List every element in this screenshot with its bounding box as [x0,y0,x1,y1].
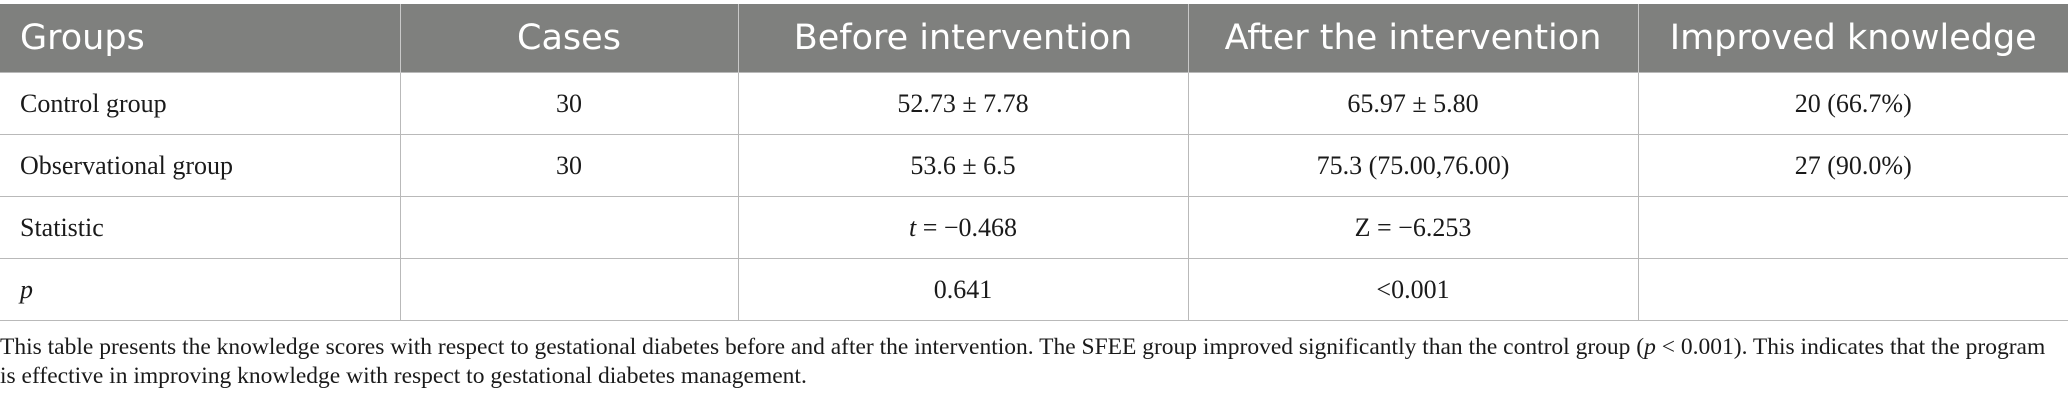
row-p-cases [399,258,739,321]
row-control-group-after: 65.97 ± 5.80 [1187,72,1639,135]
row-statistic-after: Z = −6.253 [1187,196,1639,259]
row-observational-group-improved: 27 (90.0%) [1637,134,2068,197]
t-symbol: t [908,212,917,242]
data-table-container: Groups Cases Before intervention After t… [0,4,2068,321]
knowledge-scores-table: Groups Cases Before intervention After t… [0,4,2068,321]
header-cases: Cases [399,4,738,73]
footnote-p-symbol: p [1644,334,1656,360]
table-header: Groups Cases Before intervention After t… [0,4,2068,73]
table-body: Control group 30 52.73 ± 7.78 65.97 ± 5.… [0,72,2068,321]
row-control-group-improved: 20 (66.7%) [1637,72,2068,135]
row-observational-group-label: Observational group [0,134,401,197]
row-observational-group-cases: 30 [399,134,739,197]
row-p-improved [1637,258,2068,321]
table-row: Control group 30 52.73 ± 7.78 65.97 ± 5.… [0,72,2068,135]
row-statistic-before: t = −0.468 [737,196,1189,259]
row-control-group-label: Control group [0,72,401,135]
header-improved-knowledge: Improved knowledge [1637,4,2068,73]
row-statistic-label: Statistic [0,196,401,259]
table-footnote: This table presents the knowledge scores… [0,333,2050,391]
t-value: = −0.468 [916,212,1018,242]
footnote-text-part1: This table presents the knowledge scores… [0,334,1645,360]
header-groups: Groups [0,4,400,73]
table-row: Observational group 30 53.6 ± 6.5 75.3 (… [0,134,2068,197]
table-row: p 0.641 <0.001 [0,258,2068,321]
row-observational-group-before: 53.6 ± 6.5 [737,134,1189,197]
header-after-intervention: After the intervention [1187,4,1638,73]
row-p-before: 0.641 [737,258,1189,321]
row-statistic-cases [399,196,739,259]
row-p-label: p [0,258,401,321]
table-row: Statistic t = −0.468 Z = −6.253 [0,196,2068,259]
row-control-group-cases: 30 [399,72,739,135]
header-row: Groups Cases Before intervention After t… [0,4,2068,73]
row-p-after: <0.001 [1187,258,1639,321]
row-control-group-before: 52.73 ± 7.78 [737,72,1189,135]
header-before-intervention: Before intervention [737,4,1188,73]
row-observational-group-after: 75.3 (75.00,76.00) [1187,134,1639,197]
row-statistic-improved [1637,196,2068,259]
footnote-text-part2: < 0.001). This indicates that the progra… [0,334,2046,389]
